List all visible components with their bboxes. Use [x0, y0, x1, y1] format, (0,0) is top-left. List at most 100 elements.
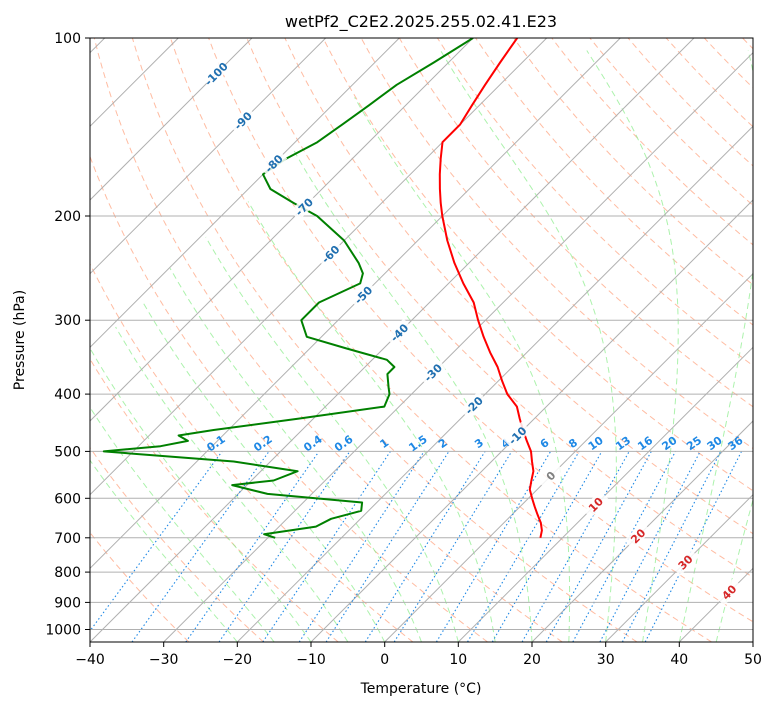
- moist-adiabat-line: [715, 497, 753, 642]
- mixing-ratio-label: 2: [436, 436, 450, 451]
- isotherm-line: [90, 38, 548, 496]
- y-tick-label: 1000: [45, 623, 81, 639]
- mixing-ratio-line: [325, 451, 450, 642]
- x-tick-label: −10: [296, 652, 326, 668]
- mixing-ratio-line: [572, 451, 676, 642]
- moist-adiabat-line: [205, 236, 459, 642]
- dry-adiabat-line: [551, 38, 753, 246]
- dry-adiabat-line: [322, 38, 753, 492]
- isotherm-line: [752, 641, 753, 642]
- background-lines: [90, 38, 753, 642]
- isotherm-label: 0: [536, 461, 565, 490]
- x-tick-label: 50: [744, 652, 762, 668]
- x-tick-label: 40: [670, 652, 688, 668]
- x-tick-label: 10: [449, 652, 467, 668]
- y-tick-label: 700: [54, 531, 81, 547]
- moist-adiabat-line: [169, 267, 422, 642]
- isotherm-line: [236, 125, 753, 642]
- dry-adiabat-line: [742, 38, 753, 50]
- dry-adiabat-line: [90, 358, 339, 642]
- y-tick-label: 400: [54, 387, 81, 403]
- plot-frame: [89, 37, 754, 643]
- y-tick-label: 900: [54, 595, 81, 611]
- dry-adiabat-line: [398, 38, 753, 408]
- dry-adiabat-line: [246, 38, 753, 578]
- mixing-ratio-line: [491, 451, 603, 642]
- y-tick-label: 100: [54, 31, 81, 47]
- dry-adiabat-line: [90, 155, 488, 642]
- x-tick-label: −40: [75, 652, 105, 668]
- chart-title: wetPf2_C2E2.2025.255.02.41.E23: [285, 12, 557, 32]
- temperature-profile-line: [438, 38, 543, 538]
- isotherm-line: [90, 38, 400, 349]
- moist-adiabat-line: [292, 148, 533, 642]
- isotherm-line: [384, 272, 753, 642]
- moist-adiabat-line: [586, 50, 679, 642]
- mixing-ratio-line: [364, 451, 486, 642]
- x-tick-label: −30: [149, 652, 179, 668]
- dry-adiabat-line: [627, 38, 753, 167]
- moist-adiabat-line: [90, 459, 238, 642]
- mixing-ratio-line: [393, 451, 513, 642]
- dry-adiabat-line: [90, 531, 190, 642]
- data-lines: [102, 38, 543, 539]
- dry-adiabat-line: [90, 262, 414, 642]
- isotherm-line: [457, 346, 753, 642]
- mixing-ratio-line: [131, 451, 270, 642]
- y-tick-label: 500: [54, 444, 81, 460]
- mixing-ratio-line: [521, 451, 630, 642]
- moist-adiabat-line: [142, 302, 386, 642]
- dry-adiabat-line: [665, 38, 753, 128]
- mixing-ratio-label: 30: [705, 434, 725, 454]
- y-tick-label: 600: [54, 491, 81, 507]
- mixing-ratio-label: 36: [725, 434, 745, 454]
- mixing-ratio-label: 3: [472, 436, 486, 451]
- mixing-ratio-label: 1: [378, 436, 392, 451]
- moist-adiabat-line: [354, 97, 571, 642]
- moist-adiabat-line: [440, 50, 617, 642]
- mixing-ratio-line: [90, 451, 223, 632]
- x-axis: −40 −30 −20 −10 0 10 20 30 40 50: [75, 642, 762, 668]
- x-tick-label: −20: [223, 652, 253, 668]
- pressure-grid: [90, 37, 753, 630]
- y-tick-label: 800: [54, 565, 81, 581]
- dry-adiabat-line: [131, 38, 638, 642]
- x-axis-title: Temperature (°C): [360, 681, 482, 697]
- dry-adiabat-line: [475, 38, 753, 326]
- isotherm-line: [605, 493, 753, 642]
- mixing-ratio-line: [218, 451, 351, 642]
- mixing-ratio-line: [545, 451, 652, 642]
- mixing-ratio-line: [262, 451, 391, 642]
- mixing-ratio-label: 16: [635, 434, 655, 454]
- mixing-ratio-label: 25: [684, 434, 704, 453]
- dry-adiabat-line: [513, 38, 753, 286]
- isotherm-line: [678, 567, 753, 642]
- moist-adiabat-line: [678, 50, 753, 642]
- dry-adiabat-line: [170, 38, 712, 642]
- moist-adiabat-line: [247, 201, 496, 642]
- mixing-ratio-line: [599, 451, 701, 642]
- x-tick-label: 20: [523, 652, 541, 668]
- y-tick-label: 300: [54, 313, 81, 329]
- y-axis: 100 200 300 400 500 600 700 800 900 1000: [45, 31, 90, 639]
- x-tick-label: 0: [380, 652, 389, 668]
- mixing-ratio-line: [467, 451, 580, 642]
- dry-adiabat-line: [436, 38, 753, 367]
- isotherm-line: [90, 38, 327, 275]
- isotherm-line: [163, 51, 753, 642]
- dry-adiabat-line: [90, 446, 264, 642]
- dewpoint-profile-line: [102, 38, 474, 539]
- moist-adiabat-line: [90, 349, 312, 642]
- dry-adiabat-line: [93, 38, 563, 642]
- isotherm-line: [310, 199, 753, 642]
- mixing-ratio-label: 6: [538, 436, 552, 451]
- y-axis-title: Pressure (hPa): [12, 290, 28, 390]
- mixing-ratio-line: [298, 451, 425, 642]
- mixing-ratio-label: 10: [586, 434, 606, 454]
- isotherm-line: [90, 38, 474, 422]
- y-tick-label: 200: [54, 209, 81, 225]
- svg-text:-100: -100: [202, 60, 231, 89]
- isotherm-line: [90, 38, 253, 201]
- x-tick-label: 30: [597, 652, 615, 668]
